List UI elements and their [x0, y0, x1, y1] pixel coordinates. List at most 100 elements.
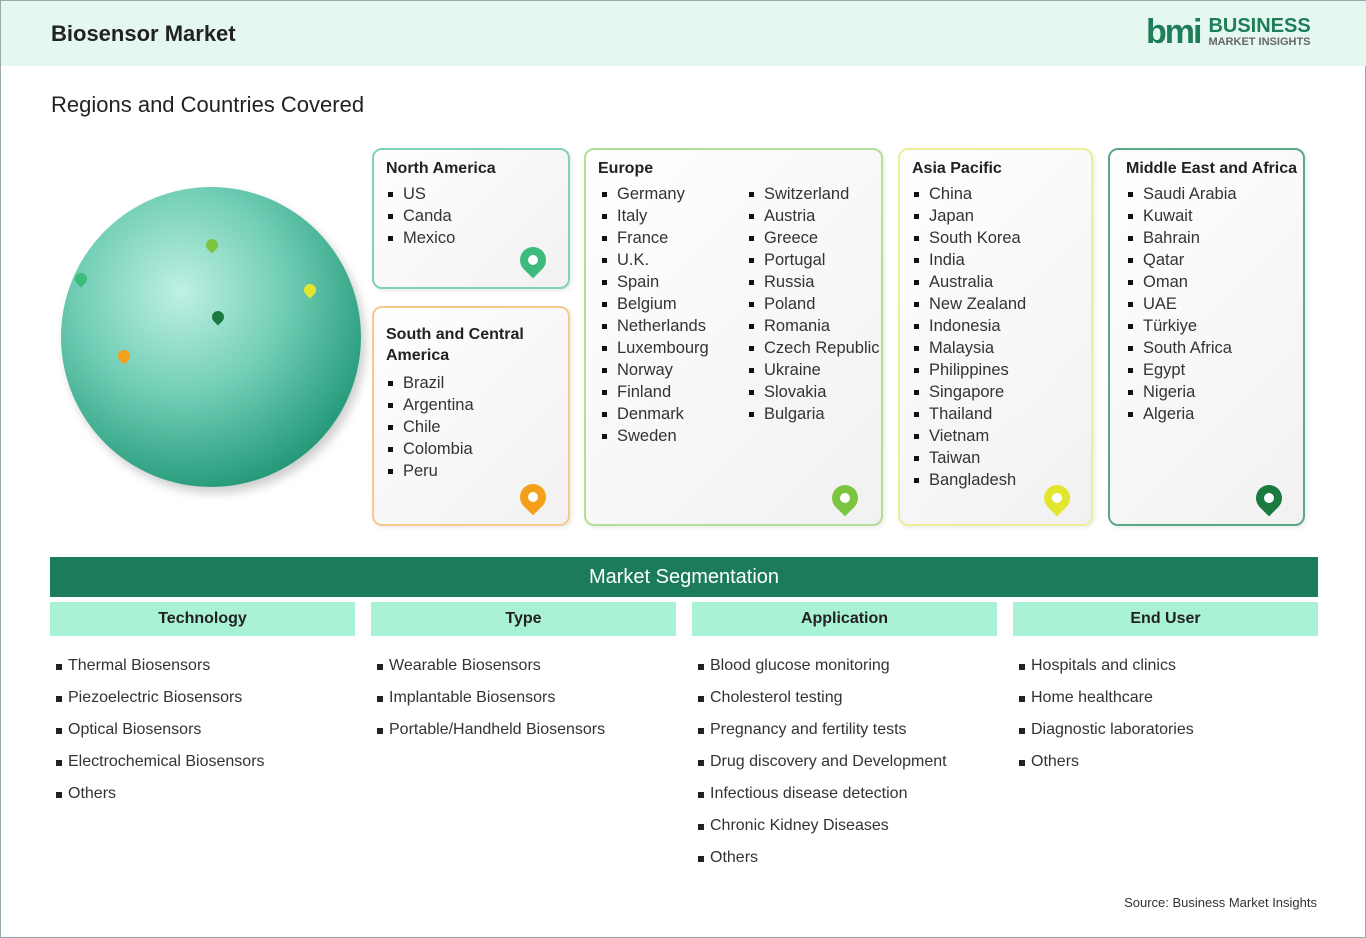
country-item: Finland [600, 381, 709, 403]
country-item: UAE [1126, 293, 1237, 315]
country-item: Poland [747, 293, 880, 315]
region-north-america: North America US Canda Mexico [372, 148, 570, 289]
country-list: Germany Italy France U.K. Spain Belgium Nether… [600, 183, 709, 447]
country-item: Saudi Arabia [1126, 183, 1237, 205]
segment-header: Technology [50, 602, 355, 636]
region-title: Middle East and Africa [1126, 160, 1297, 177]
segment-header: Type [371, 602, 676, 636]
segment-list: Thermal Biosensors Piezoelectric Biosenso… [50, 653, 355, 813]
map-pin-icon [514, 478, 552, 516]
segment-item: Others [698, 845, 997, 877]
country-item: Mexico [386, 227, 455, 249]
country-item: Australia [912, 271, 1026, 293]
country-item: Bahrain [1126, 227, 1237, 249]
map-pin-icon [203, 236, 221, 254]
segment-item: Diagnostic laboratories [1019, 717, 1318, 749]
country-item: France [600, 227, 709, 249]
segment-item: Cholesterol testing [698, 685, 997, 717]
country-list: China Japan South Korea India Australia New Z… [912, 183, 1026, 491]
country-item: Algeria [1126, 403, 1237, 425]
country-item: Türkiye [1126, 315, 1237, 337]
country-item: Switzerland [747, 183, 880, 205]
country-item: Ukraine [747, 359, 880, 381]
country-item: Greece [747, 227, 880, 249]
country-item: Bangladesh [912, 469, 1026, 491]
country-item: South Korea [912, 227, 1026, 249]
segment-item: Portable/Handheld Biosensors [377, 717, 676, 749]
map-pin-icon [301, 281, 319, 299]
country-item: India [912, 249, 1026, 271]
segment-item: Hospitals and clinics [1019, 653, 1318, 685]
segment-item: Implantable Biosensors [377, 685, 676, 717]
segment-list: Hospitals and clinics Home healthcare Diag… [1013, 653, 1318, 781]
logo-line1: BUSINESS [1208, 15, 1311, 37]
segment-column: End User Hospitals and clinics Home health… [1013, 602, 1318, 781]
segment-item: Pregnancy and fertility tests [698, 717, 997, 749]
region-title: South and Central America [386, 326, 524, 364]
segment-list: Blood glucose monitoring Cholesterol test… [692, 653, 997, 877]
country-item: Belgium [600, 293, 709, 315]
map-pin-icon [826, 479, 864, 517]
country-item: South Africa [1126, 337, 1237, 359]
country-item: Malaysia [912, 337, 1026, 359]
region-europe: Europe Germany Italy France U.K. Spain Belgiu… [584, 148, 883, 526]
segment-column: Application Blood glucose monitoring Chole… [692, 602, 997, 877]
country-item: Philippines [912, 359, 1026, 381]
map-pin-icon [1038, 479, 1076, 517]
segment-item: Others [1019, 749, 1318, 781]
country-item: Netherlands [600, 315, 709, 337]
segment-item: Piezoelectric Biosensors [56, 685, 355, 717]
country-list: Saudi Arabia Kuwait Bahrain Qatar Oman UAE Tür… [1126, 183, 1237, 425]
globe-image [61, 187, 361, 487]
segment-list: Wearable Biosensors Implantable Biosensor… [371, 653, 676, 749]
map-pin-icon [1250, 479, 1288, 517]
segment-item: Blood glucose monitoring [698, 653, 997, 685]
country-list-2: Switzerland Austria Greece Portugal Russia Po… [747, 183, 880, 425]
country-item: Colombia [386, 438, 474, 460]
region-title: North America [386, 160, 496, 177]
region-asia-pacific: Asia Pacific China Japan South Korea India A… [898, 148, 1093, 526]
logo-line2: MARKET INSIGHTS [1208, 36, 1311, 48]
segmentation-title: Market Segmentation [50, 557, 1318, 597]
country-item: Austria [747, 205, 880, 227]
segment-item: Wearable Biosensors [377, 653, 676, 685]
segment-item: Drug discovery and Development [698, 749, 997, 781]
country-item: China [912, 183, 1026, 205]
country-item: Russia [747, 271, 880, 293]
country-item: Argentina [386, 394, 474, 416]
country-item: Romania [747, 315, 880, 337]
region-title: Europe [598, 160, 654, 177]
country-item: Indonesia [912, 315, 1026, 337]
segment-item: Others [56, 781, 355, 813]
map-pin-icon [115, 347, 133, 365]
country-item: Norway [600, 359, 709, 381]
country-item: Peru [386, 460, 474, 482]
segment-header: End User [1013, 602, 1318, 636]
country-item: Slovakia [747, 381, 880, 403]
segment-item: Infectious disease detection [698, 781, 997, 813]
country-item: Vietnam [912, 425, 1026, 447]
country-item: Kuwait [1126, 205, 1237, 227]
country-item: Spain [600, 271, 709, 293]
map-pin-icon [514, 241, 552, 279]
country-item: Portugal [747, 249, 880, 271]
logo-mark: bmi [1146, 13, 1202, 51]
country-item: Japan [912, 205, 1026, 227]
map-pin-icon [209, 308, 227, 326]
section-title: Regions and Countries Covered [51, 92, 365, 117]
country-item: Egypt [1126, 359, 1237, 381]
logo: bmi BUSINESS MARKET INSIGHTS [1146, 15, 1311, 49]
region-south-central-america: South and Central America Brazil Argentin… [372, 306, 570, 526]
country-item: Brazil [386, 372, 474, 394]
country-item: Luxembourg [600, 337, 709, 359]
country-item: Denmark [600, 403, 709, 425]
country-item: Oman [1126, 271, 1237, 293]
country-item: Bulgaria [747, 403, 880, 425]
segment-item: Electrochemical Biosensors [56, 749, 355, 781]
page-title: Biosensor Market [51, 21, 236, 46]
map-pin-icon [72, 270, 90, 288]
segment-column: Type Wearable Biosensors Implantable Biose… [371, 602, 676, 749]
segment-item: Thermal Biosensors [56, 653, 355, 685]
country-item: U.K. [600, 249, 709, 271]
country-item: Qatar [1126, 249, 1237, 271]
